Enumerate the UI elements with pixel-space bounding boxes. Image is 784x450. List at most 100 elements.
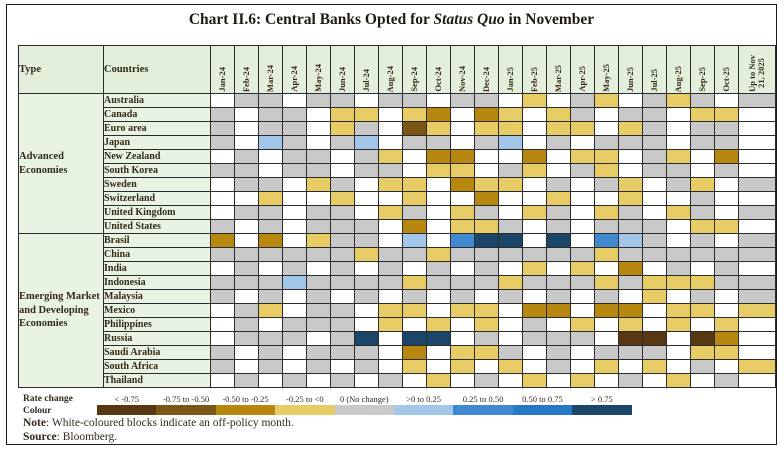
legend-bin-label: >0 to 0.25 xyxy=(406,394,442,404)
heatmap-cell xyxy=(306,345,331,360)
heatmap-cell xyxy=(714,359,739,374)
heatmap-cell xyxy=(546,93,571,108)
footnote: Note: White-coloured blocks indicate an … xyxy=(23,417,294,429)
heatmap-cell xyxy=(234,135,259,150)
heatmap-cell xyxy=(546,275,571,290)
heatmap-cell xyxy=(570,205,595,220)
month-label: May-25 xyxy=(601,64,612,92)
heatmap-cell xyxy=(474,191,499,206)
heatmap-cell xyxy=(570,177,595,192)
legend-bin: -0.50 to -0.25 xyxy=(215,393,276,415)
month-label-wrap: Jan-24 xyxy=(212,47,234,93)
heatmap-cell xyxy=(666,219,691,234)
heatmap-cell xyxy=(282,205,307,220)
heatmap-cell xyxy=(234,205,259,220)
heatmap-cell xyxy=(714,163,739,178)
heatmap-cell xyxy=(498,219,523,234)
country-label: Canada xyxy=(103,107,211,122)
month-label: Sep-24 xyxy=(409,67,420,92)
heatmap-cell xyxy=(402,303,427,318)
heatmap-cell xyxy=(234,289,259,304)
heatmap-cell xyxy=(546,345,571,360)
heatmap-cell xyxy=(690,219,715,234)
footnote-label: Note xyxy=(23,417,46,429)
legend-bin-swatch xyxy=(334,405,394,415)
heatmap-cell xyxy=(522,163,547,178)
table-row: Advanced Economies Australia xyxy=(18,93,776,234)
heatmap-cell xyxy=(450,163,475,178)
column-header-month: Jun-24 xyxy=(330,45,355,94)
heatmap-cell xyxy=(450,359,475,374)
heatmap-cell xyxy=(234,191,259,206)
heatmap-cell xyxy=(690,289,715,304)
heatmap-cell xyxy=(426,247,451,262)
table-row: Russia xyxy=(19,331,776,346)
table-row: Indonesia xyxy=(19,275,776,290)
heatmap-cell xyxy=(402,289,427,304)
heatmap-cell xyxy=(666,233,691,248)
country-label: India xyxy=(103,261,211,276)
heatmap-cell xyxy=(642,303,667,318)
heatmap-cell xyxy=(282,303,307,318)
month-label-wrap: Sep-24 xyxy=(404,47,426,93)
heatmap-cell xyxy=(642,93,667,108)
table-row: United States xyxy=(19,219,776,234)
heatmap-cell xyxy=(426,303,451,318)
heatmap-cell xyxy=(402,163,427,178)
heatmap-cell xyxy=(282,345,307,360)
legend-bin-label: -0.25 to <0 xyxy=(286,394,324,404)
table-row: Japan xyxy=(19,135,776,150)
country-label: Mexico xyxy=(103,303,211,318)
heatmap-cell xyxy=(426,261,451,276)
heatmap-cell xyxy=(258,177,283,192)
legend-bin-label: -0.75 to -0.50 xyxy=(162,394,210,404)
heatmap-cell xyxy=(666,289,691,304)
heatmap-cell xyxy=(546,317,571,332)
heatmap-cell xyxy=(402,275,427,290)
heatmap-cell xyxy=(306,135,331,150)
heatmap-cell xyxy=(570,331,595,346)
country-label: South Africa xyxy=(103,359,211,374)
heatmap-cell xyxy=(234,317,259,332)
column-header-month: Oct-24 xyxy=(426,45,451,94)
month-label: Feb-25 xyxy=(529,66,540,92)
country-label: Switzerland xyxy=(103,191,211,206)
month-label: Mar-25 xyxy=(553,64,564,92)
month-label: Jan-25 xyxy=(505,67,516,92)
legend-bin: > 0.75 xyxy=(572,393,632,415)
heatmap-cell xyxy=(450,205,475,220)
source-label: Source xyxy=(23,431,57,443)
heatmap-cell xyxy=(378,149,403,164)
footnote-text: : White-coloured blocks indicate an off-… xyxy=(46,417,294,429)
heatmap-cell xyxy=(210,219,235,234)
legend-bin: 0.50 to 0.75 xyxy=(512,393,573,415)
column-header-month: Jul-24 xyxy=(354,45,379,94)
heatmap-cell xyxy=(354,261,379,276)
heatmap-cell xyxy=(666,317,691,332)
heatmap-cell xyxy=(738,373,776,388)
heatmap-cell xyxy=(282,331,307,346)
heatmap-cell xyxy=(714,317,739,332)
heatmap-cell xyxy=(210,149,235,164)
heatmap-cell xyxy=(570,303,595,318)
heatmap-cell xyxy=(594,345,619,360)
heatmap-cell xyxy=(522,345,547,360)
month-label-wrap: Jun-25 xyxy=(620,47,642,93)
month-label-wrap: Apr-25 xyxy=(572,47,594,93)
heatmap-cell xyxy=(642,191,667,206)
table-row: Switzerland xyxy=(19,191,776,206)
heatmap-cell xyxy=(258,303,283,318)
country-label: Japan xyxy=(103,135,211,150)
heatmap-cell xyxy=(690,93,715,108)
heatmap-cell xyxy=(714,233,739,248)
heatmap-cell xyxy=(618,107,643,122)
heatmap-cell xyxy=(426,289,451,304)
heatmap-cell xyxy=(258,289,283,304)
heatmap-cell xyxy=(474,331,499,346)
heatmap-cell xyxy=(570,345,595,360)
heatmap-cell xyxy=(642,359,667,374)
country-label: South Korea xyxy=(103,163,211,178)
month-label-wrap: May-25 xyxy=(596,47,618,93)
heatmap-cell xyxy=(402,205,427,220)
month-label: Jun-25 xyxy=(625,66,636,92)
